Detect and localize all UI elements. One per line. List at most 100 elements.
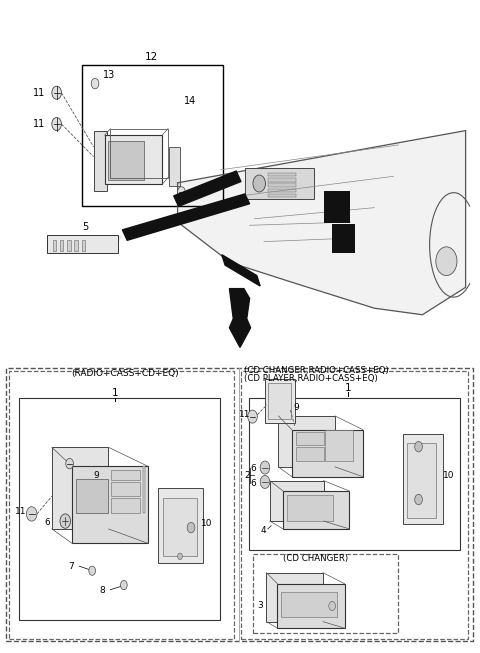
Text: 10: 10: [443, 471, 455, 480]
Bar: [268, 173, 296, 176]
Circle shape: [52, 118, 61, 131]
Text: 11: 11: [239, 410, 251, 419]
Bar: [268, 194, 296, 197]
Bar: [111, 470, 140, 480]
Bar: [111, 482, 140, 496]
Bar: [249, 398, 460, 550]
Text: 13: 13: [103, 70, 116, 80]
Text: 6: 6: [44, 518, 50, 527]
Text: 8: 8: [99, 586, 105, 596]
Bar: [72, 466, 148, 543]
Text: 3: 3: [257, 601, 263, 611]
Bar: [169, 147, 180, 186]
Text: 5: 5: [82, 222, 89, 232]
Bar: [268, 183, 296, 187]
Text: 11: 11: [33, 119, 46, 129]
Text: 11: 11: [33, 88, 46, 98]
Bar: [332, 224, 355, 253]
Text: (CD CHANGER,RADIO+CASS+EQ): (CD CHANGER,RADIO+CASS+EQ): [244, 366, 389, 375]
Bar: [296, 432, 324, 445]
Bar: [268, 178, 296, 182]
Circle shape: [260, 475, 270, 488]
Polygon shape: [229, 289, 251, 347]
Bar: [76, 479, 108, 513]
Bar: [52, 447, 108, 529]
Text: 9: 9: [294, 403, 300, 412]
Bar: [60, 240, 63, 251]
Text: (CD PLAYER,RADIO+CASS+EQ): (CD PLAYER,RADIO+CASS+EQ): [244, 374, 378, 383]
Bar: [278, 416, 335, 467]
Bar: [94, 131, 107, 191]
Text: (RADIO+CASS+CD+EQ): (RADIO+CASS+CD+EQ): [71, 369, 179, 378]
Bar: [158, 488, 203, 563]
Bar: [53, 240, 56, 251]
Circle shape: [253, 175, 265, 192]
Bar: [82, 240, 85, 251]
Bar: [9, 371, 234, 639]
Text: 12: 12: [144, 52, 158, 63]
Circle shape: [178, 187, 185, 197]
Text: 14: 14: [183, 96, 196, 106]
Circle shape: [260, 461, 270, 474]
Bar: [292, 430, 363, 477]
Bar: [105, 135, 162, 184]
Bar: [283, 491, 349, 529]
Bar: [277, 584, 345, 628]
Text: 6: 6: [251, 464, 256, 473]
Bar: [6, 368, 473, 641]
Circle shape: [178, 553, 182, 560]
Bar: [296, 447, 324, 461]
Text: 10: 10: [201, 519, 212, 528]
Bar: [253, 554, 398, 633]
Bar: [163, 498, 197, 556]
Bar: [325, 430, 353, 461]
Polygon shape: [178, 131, 466, 315]
Bar: [268, 189, 296, 192]
Text: 7: 7: [68, 562, 74, 571]
Bar: [82, 65, 223, 206]
Bar: [111, 498, 140, 513]
Bar: [110, 129, 168, 178]
Circle shape: [89, 566, 96, 575]
Bar: [265, 379, 295, 423]
Text: 9: 9: [93, 471, 99, 480]
Polygon shape: [174, 171, 241, 206]
Bar: [241, 371, 468, 639]
Bar: [47, 235, 118, 253]
Bar: [281, 592, 337, 617]
Bar: [324, 191, 350, 223]
Bar: [143, 466, 145, 513]
Bar: [287, 495, 333, 521]
Bar: [403, 434, 443, 524]
Circle shape: [91, 78, 99, 89]
Text: 1: 1: [112, 388, 119, 398]
Circle shape: [26, 507, 37, 521]
Circle shape: [248, 410, 257, 423]
Text: (CD CHANGER): (CD CHANGER): [283, 554, 348, 564]
Polygon shape: [222, 255, 260, 286]
Circle shape: [329, 601, 336, 611]
Bar: [268, 383, 291, 419]
Bar: [108, 141, 144, 180]
Bar: [245, 168, 314, 199]
Circle shape: [52, 86, 61, 99]
Circle shape: [66, 458, 73, 469]
Circle shape: [60, 514, 71, 528]
Bar: [74, 240, 78, 251]
Circle shape: [187, 522, 195, 533]
Bar: [407, 443, 436, 518]
Bar: [67, 240, 71, 251]
Bar: [19, 398, 220, 620]
Text: 2: 2: [244, 471, 250, 480]
Circle shape: [415, 441, 422, 452]
Text: 4: 4: [260, 526, 266, 535]
Text: 1: 1: [345, 383, 351, 393]
Text: 6: 6: [251, 479, 256, 488]
Bar: [270, 481, 324, 521]
Circle shape: [120, 581, 127, 590]
Circle shape: [436, 247, 457, 276]
Polygon shape: [122, 194, 250, 240]
Text: 11: 11: [15, 507, 26, 517]
Circle shape: [415, 494, 422, 505]
Bar: [266, 573, 323, 622]
